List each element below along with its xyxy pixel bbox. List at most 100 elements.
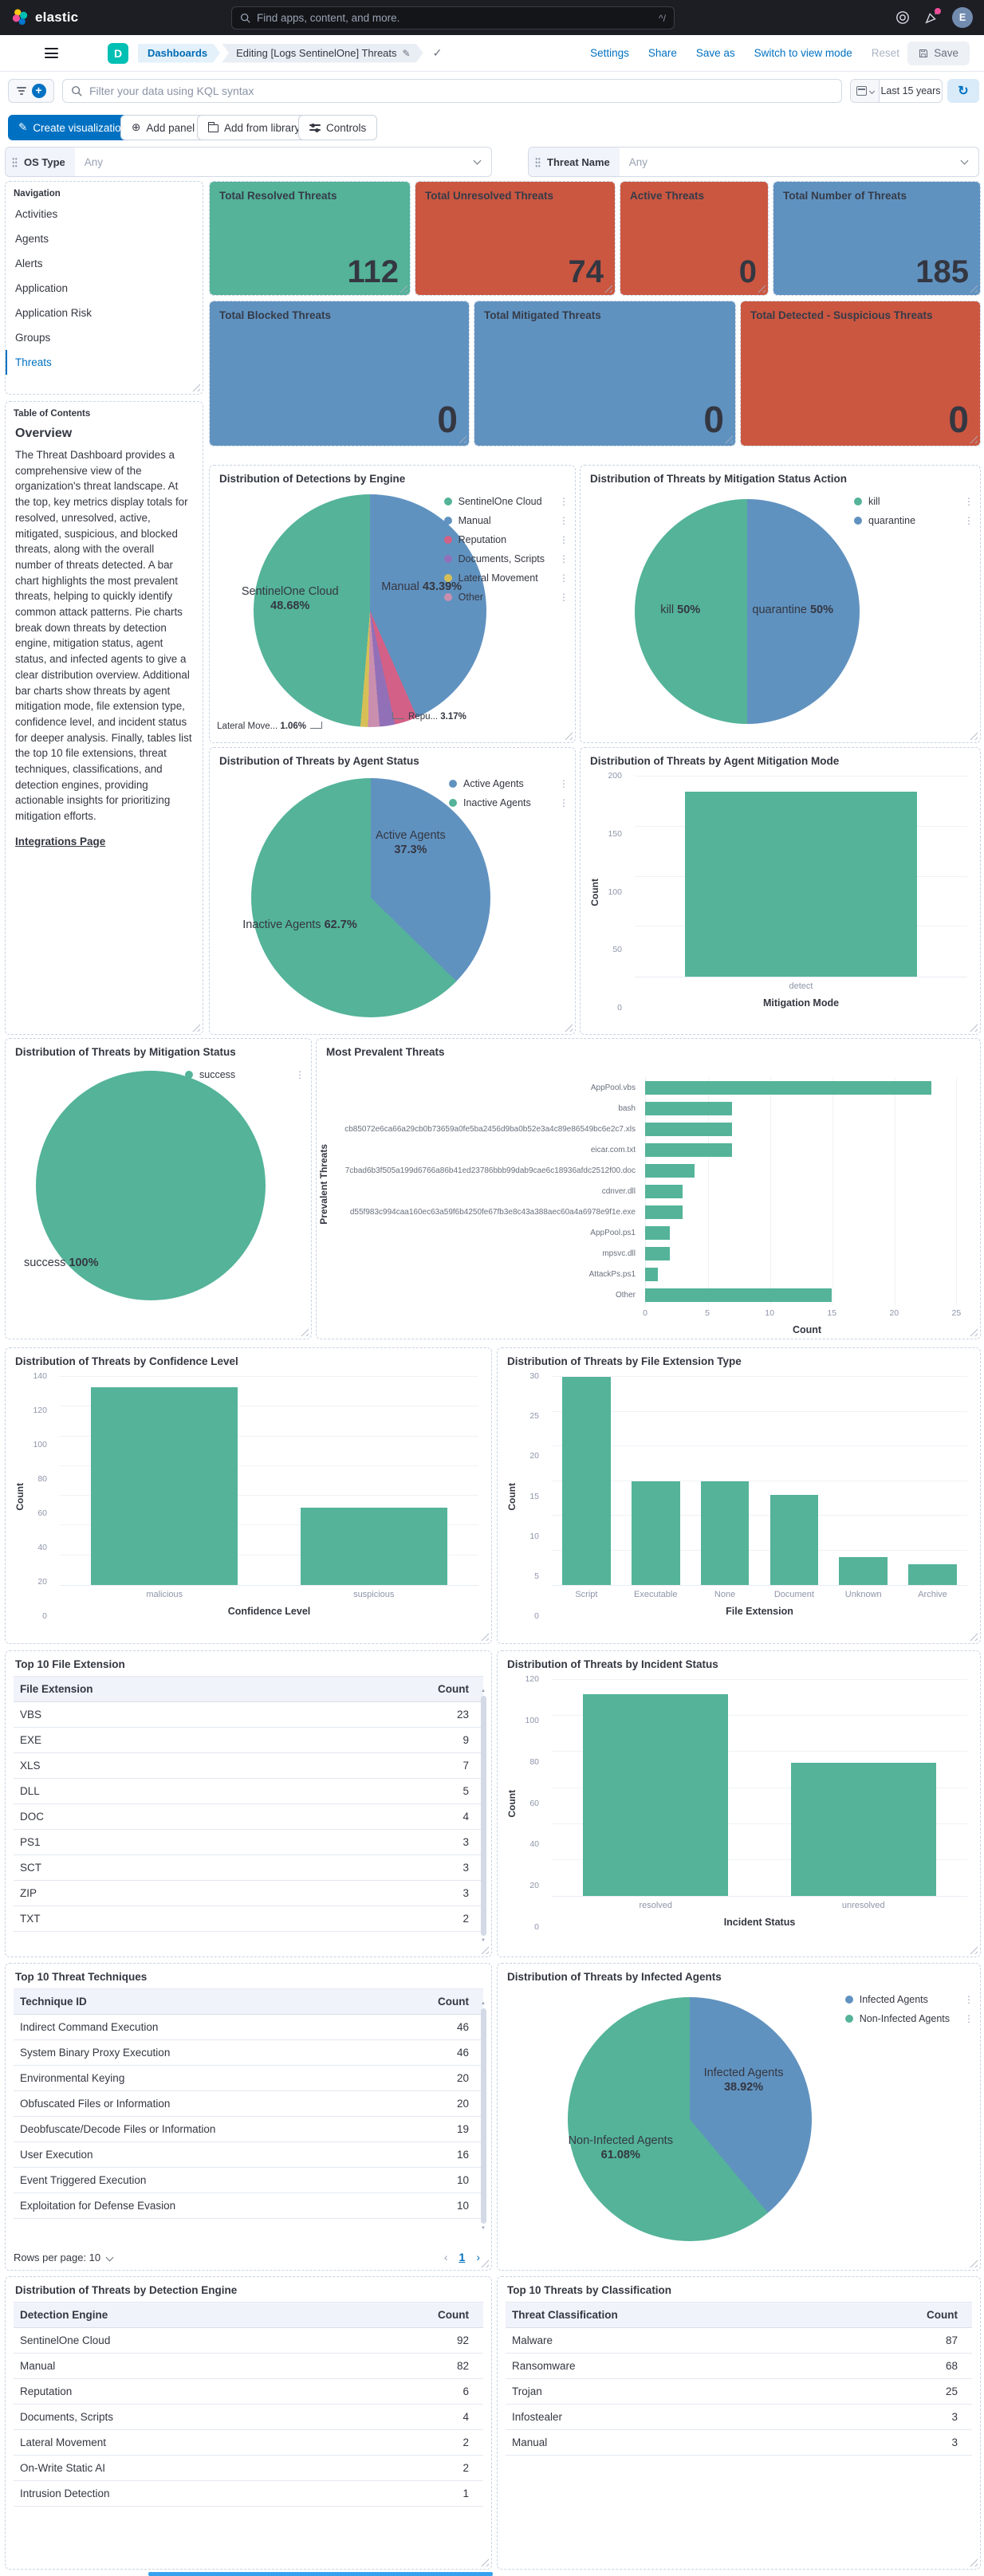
control-threat-name[interactable]: Threat Name Any bbox=[528, 147, 979, 177]
horizontal-scrollbar-thumb[interactable] bbox=[148, 2572, 493, 2576]
legend-item[interactable]: Active Agents ⋮ bbox=[449, 778, 569, 789]
bar[interactable] bbox=[645, 1225, 671, 1240]
breadcrumb-current-page[interactable]: Editing [Logs SentinelOne] Threats ✎ bbox=[222, 44, 423, 63]
legend-actions-icon[interactable]: ⋮ bbox=[559, 592, 569, 603]
drag-handle-icon[interactable] bbox=[535, 156, 541, 167]
bar[interactable] bbox=[790, 1762, 936, 1896]
legend-actions-icon[interactable]: ⋮ bbox=[559, 797, 569, 808]
table-scrollbar[interactable]: ▲ ▼ bbox=[480, 1689, 486, 1943]
refresh-button[interactable]: ↻ bbox=[947, 79, 979, 103]
menu-icon[interactable] bbox=[45, 48, 58, 58]
filter-icon[interactable] bbox=[16, 87, 26, 95]
metric-panel[interactable]: Total Number of Threats 185 bbox=[773, 181, 981, 296]
pie-chart[interactable] bbox=[36, 1071, 266, 1300]
create-visualization-button[interactable]: ✎ Create visualization bbox=[8, 115, 138, 140]
settings-link[interactable]: Settings bbox=[590, 47, 629, 59]
drag-handle-icon[interactable] bbox=[12, 156, 18, 167]
sidebar-item-activities[interactable]: Activities bbox=[15, 208, 58, 220]
legend-actions-icon[interactable]: ⋮ bbox=[559, 515, 569, 526]
bar[interactable] bbox=[684, 791, 918, 977]
bar[interactable] bbox=[645, 1142, 733, 1157]
bar[interactable] bbox=[908, 1563, 957, 1585]
bar[interactable] bbox=[91, 1387, 238, 1585]
legend-actions-icon[interactable]: ⋮ bbox=[964, 2013, 974, 2024]
bar[interactable] bbox=[645, 1101, 733, 1115]
column-header[interactable]: Detection Engine bbox=[20, 2309, 108, 2321]
dashboards-app-icon[interactable]: D bbox=[108, 42, 128, 64]
bar[interactable] bbox=[769, 1494, 819, 1585]
legend-item[interactable]: SentinelOne Cloud ⋮ bbox=[443, 496, 569, 507]
legend-item[interactable]: Documents, Scripts ⋮ bbox=[443, 553, 569, 564]
rows-per-page-selector[interactable]: Rows per page: 10 bbox=[14, 2252, 114, 2263]
legend-actions-icon[interactable]: ⋮ bbox=[295, 1069, 305, 1080]
legend-actions-icon[interactable]: ⋮ bbox=[559, 553, 569, 564]
metric-panel[interactable]: Total Blocked Threats 0 bbox=[209, 301, 470, 446]
help-icon[interactable] bbox=[895, 10, 911, 26]
legend-item[interactable]: success ⋮ bbox=[185, 1069, 305, 1080]
pie-chart[interactable] bbox=[568, 1997, 812, 2241]
legend-actions-icon[interactable]: ⋮ bbox=[559, 572, 569, 584]
column-header[interactable]: Count bbox=[438, 2309, 469, 2321]
reset-link[interactable]: Reset bbox=[871, 47, 899, 59]
legend-actions-icon[interactable]: ⋮ bbox=[559, 534, 569, 545]
table-scrollbar[interactable]: ▲ ▼ bbox=[480, 2001, 486, 2231]
news-feed-icon[interactable] bbox=[923, 8, 941, 26]
control-os-type[interactable]: OS Type Any bbox=[5, 147, 492, 177]
calendar-icon[interactable] bbox=[851, 80, 880, 102]
time-range-picker[interactable]: Last 15 years bbox=[850, 79, 943, 103]
bar[interactable] bbox=[631, 1481, 680, 1585]
sidebar-item-application[interactable]: Application bbox=[15, 282, 69, 294]
metric-panel[interactable]: Total Unresolved Threats 74 bbox=[415, 181, 616, 296]
column-header[interactable]: Count bbox=[438, 1683, 469, 1695]
bar[interactable] bbox=[645, 1080, 932, 1095]
bar[interactable] bbox=[645, 1163, 695, 1178]
column-header[interactable]: Count bbox=[438, 1996, 469, 2008]
elastic-logo[interactable]: elastic bbox=[11, 9, 78, 26]
share-link[interactable]: Share bbox=[647, 47, 677, 59]
kql-search-input[interactable]: Filter your data using KQL syntax bbox=[62, 79, 842, 103]
legend-actions-icon[interactable]: ⋮ bbox=[559, 496, 569, 507]
legend-item[interactable]: Other ⋮ bbox=[443, 592, 569, 603]
edit-title-icon[interactable]: ✎ bbox=[402, 47, 411, 59]
bar[interactable] bbox=[645, 1205, 683, 1219]
time-range-value[interactable]: Last 15 years bbox=[880, 85, 941, 96]
legend-actions-icon[interactable]: ⋮ bbox=[964, 1994, 974, 2005]
next-page-icon[interactable]: › bbox=[476, 2251, 480, 2263]
bar[interactable] bbox=[562, 1377, 611, 1585]
column-header[interactable]: File Extension bbox=[20, 1683, 93, 1695]
bar[interactable] bbox=[645, 1267, 658, 1281]
sidebar-item-threats[interactable]: Threats bbox=[6, 350, 203, 375]
save-button[interactable]: Save bbox=[907, 41, 970, 65]
page-number[interactable]: 1 bbox=[459, 2251, 466, 2263]
sidebar-item-agents[interactable]: Agents bbox=[15, 233, 49, 245]
pie-chart[interactable] bbox=[254, 494, 486, 727]
legend-item[interactable]: Reputation ⋮ bbox=[443, 534, 569, 545]
legend-item[interactable]: Lateral Movement ⋮ bbox=[443, 572, 569, 584]
metric-panel[interactable]: Active Threats 0 bbox=[620, 181, 769, 296]
bar[interactable] bbox=[583, 1694, 729, 1896]
column-header[interactable]: Technique ID bbox=[20, 1996, 87, 2008]
legend-item[interactable]: Non-Infected Agents ⋮ bbox=[844, 2013, 974, 2024]
breadcrumb-dashboards[interactable]: Dashboards bbox=[138, 44, 220, 63]
add-from-library-button[interactable]: Add from library bbox=[197, 115, 312, 140]
bar[interactable] bbox=[645, 1184, 683, 1198]
user-avatar[interactable]: E bbox=[952, 7, 973, 28]
sidebar-item-application-risk[interactable]: Application Risk bbox=[15, 307, 92, 319]
metric-panel[interactable]: Total Resolved Threats 112 bbox=[209, 181, 411, 296]
legend-item[interactable]: Manual ⋮ bbox=[443, 515, 569, 526]
bar[interactable] bbox=[645, 1288, 832, 1302]
column-header[interactable]: Threat Classification bbox=[512, 2309, 618, 2321]
legend-actions-icon[interactable]: ⋮ bbox=[559, 778, 569, 789]
global-search-input[interactable]: Find apps, content, and more. ^/ bbox=[231, 6, 675, 29]
prev-page-icon[interactable]: ‹ bbox=[443, 2251, 448, 2263]
pie-chart[interactable] bbox=[635, 499, 860, 724]
add-panel-button[interactable]: ⊕ Add panel bbox=[120, 115, 207, 140]
switch-view-mode-link[interactable]: Switch to view mode bbox=[754, 47, 852, 59]
bar[interactable] bbox=[645, 1246, 671, 1260]
bar[interactable] bbox=[700, 1481, 750, 1585]
legend-item[interactable]: Infected Agents ⋮ bbox=[844, 1994, 974, 2005]
column-header[interactable]: Count bbox=[927, 2309, 958, 2321]
sidebar-item-alerts[interactable]: Alerts bbox=[15, 258, 43, 269]
bar[interactable] bbox=[300, 1508, 447, 1585]
legend-item[interactable]: quarantine ⋮ bbox=[854, 515, 974, 526]
